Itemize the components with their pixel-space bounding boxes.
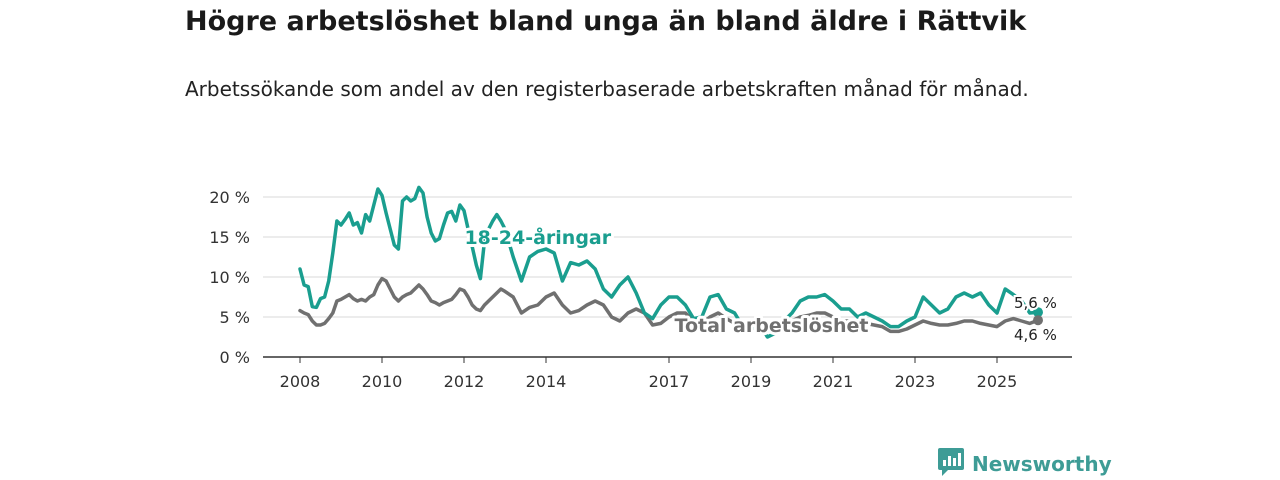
end-label-youth: 5,6 %: [1014, 294, 1057, 312]
end-label-total: 4,6 %: [1014, 326, 1057, 344]
brand-name: Newsworthy: [972, 452, 1112, 476]
y-tick-label: 0 %: [220, 348, 250, 367]
y-tick-label: 20 %: [209, 188, 250, 207]
series-line-total: [298, 276, 1040, 334]
x-tick-label: 2023: [895, 372, 936, 391]
end-point-total: [1033, 315, 1043, 326]
x-tick-label: 2008: [280, 372, 321, 391]
x-tick-label: 2017: [649, 372, 690, 391]
annotation-youth: 18-24-åringar: [464, 225, 611, 249]
series-lines: [298, 185, 1043, 339]
brand-logo: Newsworthy: [938, 448, 1112, 480]
x-tick-label: 2021: [813, 372, 854, 391]
y-tick-label: 10 %: [209, 268, 250, 287]
chart-title: Högre arbetslöshet bland unga än bland ä…: [185, 6, 1027, 37]
y-tick-label: 5 %: [220, 308, 250, 327]
chart-labels: 0 % 5 % 10 % 15 % 20 % 2008 2010 2012 2014 2017 20…: [209, 188, 1059, 391]
series-line-youth: [298, 185, 1040, 339]
annotation-total: Total arbetslöshet: [675, 315, 869, 337]
y-tick-label: 15 %: [209, 228, 250, 247]
x-tick-label: 2012: [444, 372, 485, 391]
x-tick-label: 2025: [977, 372, 1018, 391]
x-tick-label: 2014: [526, 372, 567, 391]
x-tick-label: 2019: [731, 372, 772, 391]
chart-subtitle: Arbetssökande som andel av den registerb…: [185, 77, 1029, 101]
newsworthy-logo-icon: [938, 448, 964, 480]
x-tick-label: 2010: [362, 372, 403, 391]
axes: [263, 356, 1072, 363]
